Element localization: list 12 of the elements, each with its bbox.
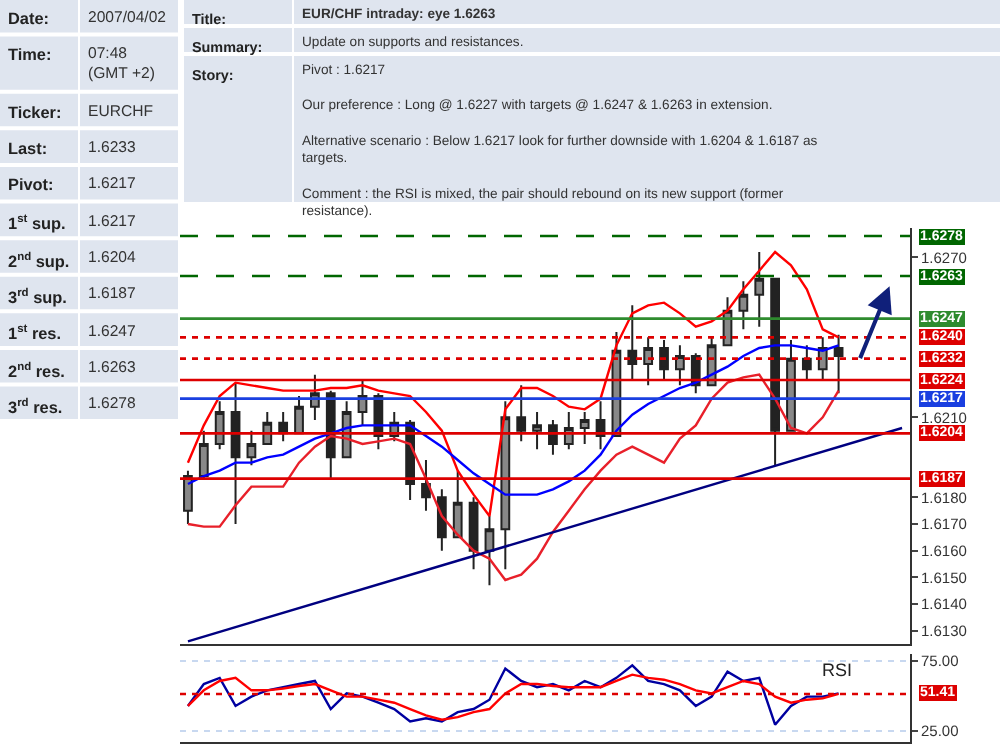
annotation: RSI xyxy=(822,660,853,680)
text: Ticker: xyxy=(8,104,62,122)
text: Time: xyxy=(8,46,52,64)
text: 3$^{rd}$ sup. xyxy=(8,286,67,307)
text: 1$^{st}$ res. xyxy=(8,324,62,343)
text: 3$^{rd}$ res. xyxy=(8,396,63,417)
text: Last: xyxy=(8,140,48,158)
text: 1$^{st}$ sup. xyxy=(8,214,66,233)
text: 2$^{nd}$ res. xyxy=(8,360,65,381)
text: Date: xyxy=(8,10,49,28)
text: Pivot: xyxy=(8,176,54,194)
text: 2$^{nd}$ sup. xyxy=(8,250,70,271)
